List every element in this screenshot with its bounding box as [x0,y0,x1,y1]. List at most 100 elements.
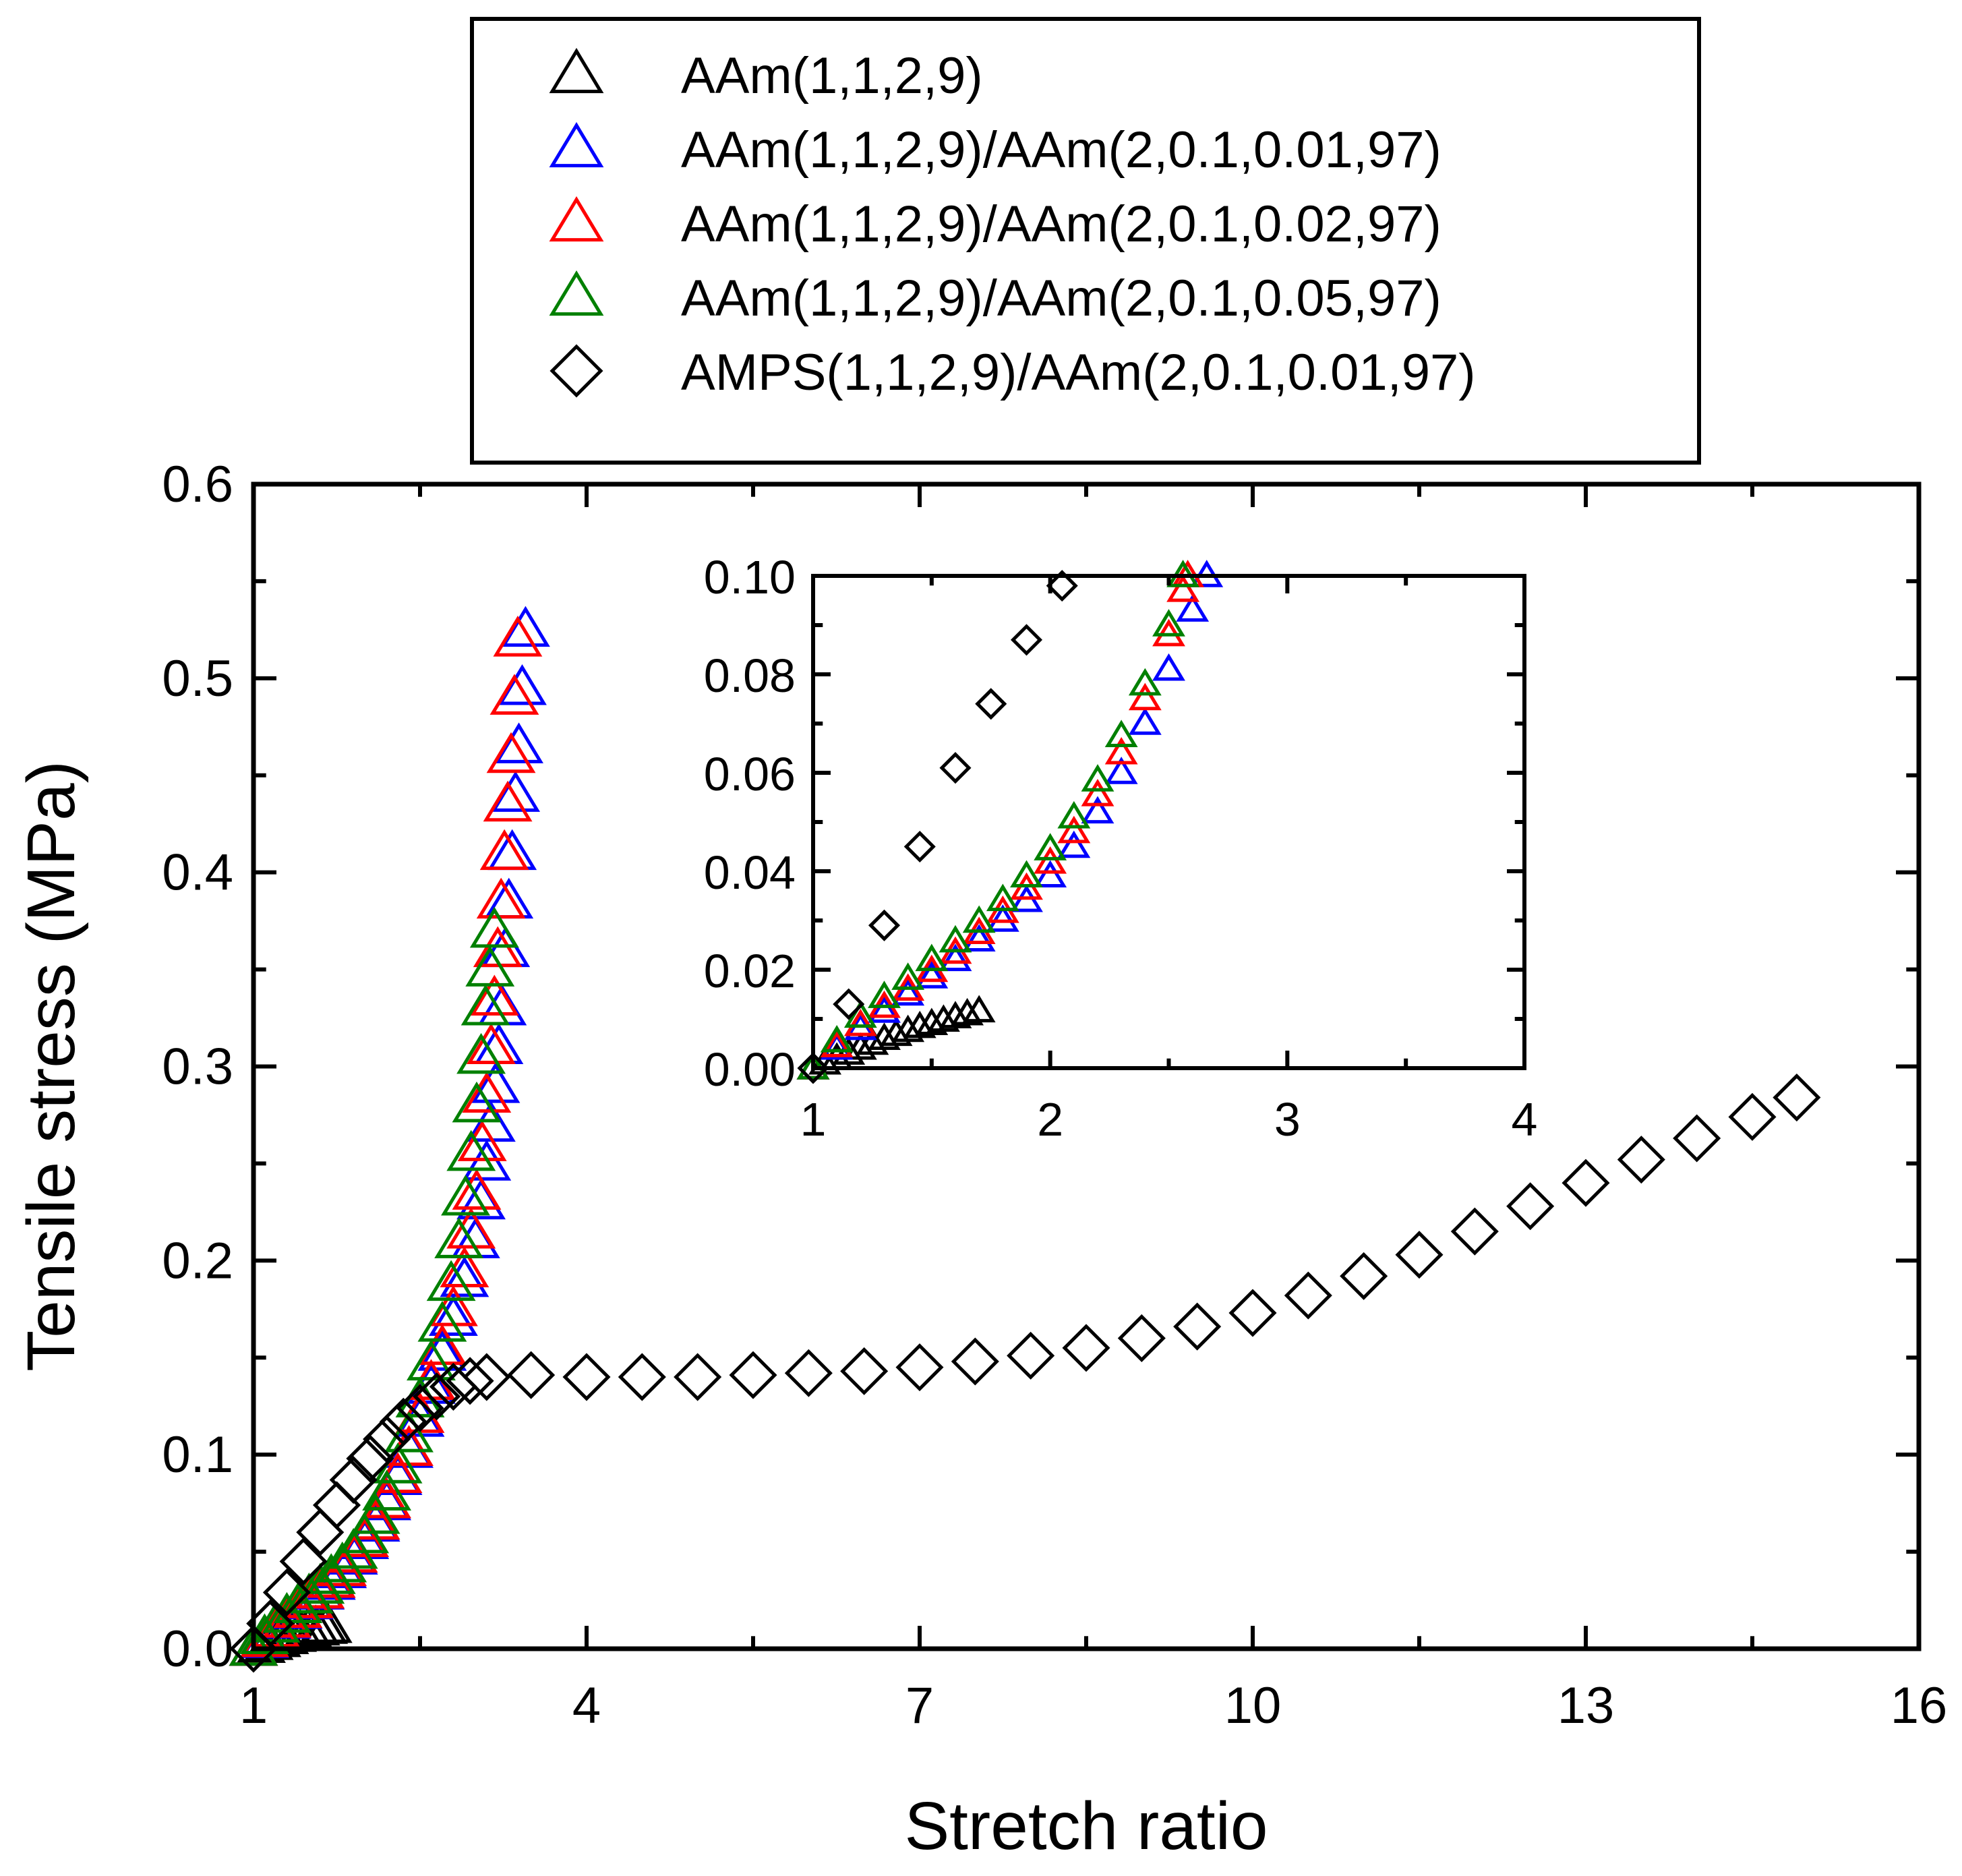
main-point-4-35 [1617,1136,1665,1184]
inset-point-1-3 [868,995,901,1023]
main-y-tick-label: 0.2 [162,1232,233,1289]
inset-point-3-14 [1128,668,1162,696]
main-point-3-21 [446,1130,496,1171]
main-point-4-29 [1284,1271,1332,1320]
main-point-1-24 [471,1062,521,1103]
main-point-4-25 [1062,1324,1110,1372]
main-point-1-18 [428,1295,478,1336]
inset-point-3-9 [1010,860,1043,888]
main-series-4 [229,1074,1821,1673]
main-point-2-20 [446,1207,496,1249]
main-point-3-18 [426,1260,476,1301]
inset-point-0-6 [868,1022,901,1050]
inset-point-3-1 [820,1024,854,1053]
inset-point-0-10 [915,1007,949,1036]
inset-point-0-5 [856,1027,889,1055]
inset-point-2-13 [1104,736,1138,765]
main-point-2-6 [295,1567,345,1609]
main-point-3-6 [295,1562,345,1604]
main-point-1-33 [501,606,550,647]
main-series-1 [229,606,550,1666]
main-point-4-20 [784,1349,833,1397]
main-y-tick-label: 0.0 [162,1620,233,1678]
main-y-tick-label: 0.3 [162,1038,233,1096]
inset-point-1-7 [962,924,996,951]
inset-point-2-16 [1166,575,1200,602]
y-axis-title: Tensile stress (MPa) [13,761,89,1372]
main-point-3-26 [469,906,519,948]
main-point-3-23 [456,1032,506,1074]
main-point-4-34 [1562,1159,1610,1207]
main-point-3-0 [229,1624,278,1666]
inset-point-0-9 [903,1010,937,1038]
main-point-4-37 [1728,1092,1777,1141]
main-point-2-21 [452,1169,502,1210]
main-point-1-29 [487,829,537,871]
legend-label-3: AAm(1,1,2,9)/AAm(2,0.1,0.05,97) [681,270,1441,327]
main-point-3-12 [362,1469,412,1511]
main-plot-markers [229,606,1821,1673]
inset-point-0-4 [843,1032,877,1060]
legend-label-1: AAm(1,1,2,9)/AAm(2,0.1,0.01,97) [681,121,1441,179]
main-point-4-28 [1228,1289,1277,1337]
inset-point-3-10 [1034,833,1067,860]
inset-point-1-14 [1128,707,1162,735]
main-point-2-11 [351,1498,400,1540]
legend: AAm(1,1,2,9) AAm(1,1,2,9)/AAm(2,0.1,0.01,… [470,17,1701,465]
main-point-4-13 [446,1357,494,1405]
main-point-3-24 [460,984,510,1026]
inset-point-0-11 [926,1004,960,1032]
legend-box [470,17,1701,465]
inset-point-2-10 [1034,846,1067,874]
main-point-4-30 [1340,1252,1388,1300]
inset-y-tick-label: 0.10 [704,551,796,604]
inset-point-1-16 [1176,594,1210,622]
main-point-3-20 [441,1174,490,1216]
main-point-4-36 [1673,1114,1721,1163]
main-x-tick-label: 16 [1891,1677,1948,1734]
inset-y-tick-label: 0.06 [704,748,796,800]
main-point-2-27 [476,877,526,919]
main-point-4-14 [463,1353,511,1401]
main-y-tick-label: 0.1 [162,1426,233,1484]
inset-point-0-12 [939,1001,972,1028]
main-point-4-26 [1117,1314,1166,1363]
main-point-4-2 [262,1568,311,1617]
inset-y-tick-label: 0.00 [704,1043,796,1096]
main-point-4-31 [1395,1231,1444,1279]
main-plot: 1 4 7 10 13 160.00.10.20.30.40.50.6 Stretch r… [13,456,1947,1864]
legend-marker-1 [549,121,604,168]
inset-point-0-8 [891,1014,925,1043]
main-point-4-5 [312,1481,361,1529]
main-point-4-32 [1450,1207,1499,1256]
main-x-tick-label: 1 [239,1677,268,1734]
inset-point-3-12 [1081,764,1114,792]
main-series-3 [229,906,519,1666]
inset-series-3 [796,560,1200,1080]
inset-point-2-14 [1128,682,1162,711]
main-point-4-11 [413,1372,461,1421]
inset-point-2-12 [1081,778,1114,807]
main-point-4-16 [562,1353,611,1401]
inset-x-tick-label: 3 [1274,1093,1301,1146]
main-point-4-27 [1173,1302,1222,1351]
main-point-4-6 [329,1456,378,1504]
legend-label-2: AAm(1,1,2,9)/AAm(2,0.1,0.02,97) [681,196,1441,253]
main-point-2-30 [486,732,536,773]
main-point-4-18 [674,1353,722,1401]
main-point-4-38 [1773,1074,1821,1122]
inset-point-0-13 [951,997,984,1026]
inset-point-1-5 [915,961,949,989]
legend-label-4: AMPS(1,1,2,9)/AAm(2,0.1,0.01,97) [681,344,1476,401]
inset-point-1-4 [891,978,925,1006]
inset-plot: 1 2 3 4 0.00 0.02 0.04 0.06 0.08 0.10 [704,551,1538,1146]
main-point-2-22 [457,1120,507,1161]
legend-marker-2 [549,196,604,242]
main-point-2-32 [493,616,543,657]
inset-point-4-0 [797,1052,829,1084]
inset-point-3-15 [1152,609,1185,637]
legend-marker-4 [549,344,603,398]
inset-x-tick-label: 1 [800,1093,827,1146]
main-point-4-10 [396,1384,444,1432]
